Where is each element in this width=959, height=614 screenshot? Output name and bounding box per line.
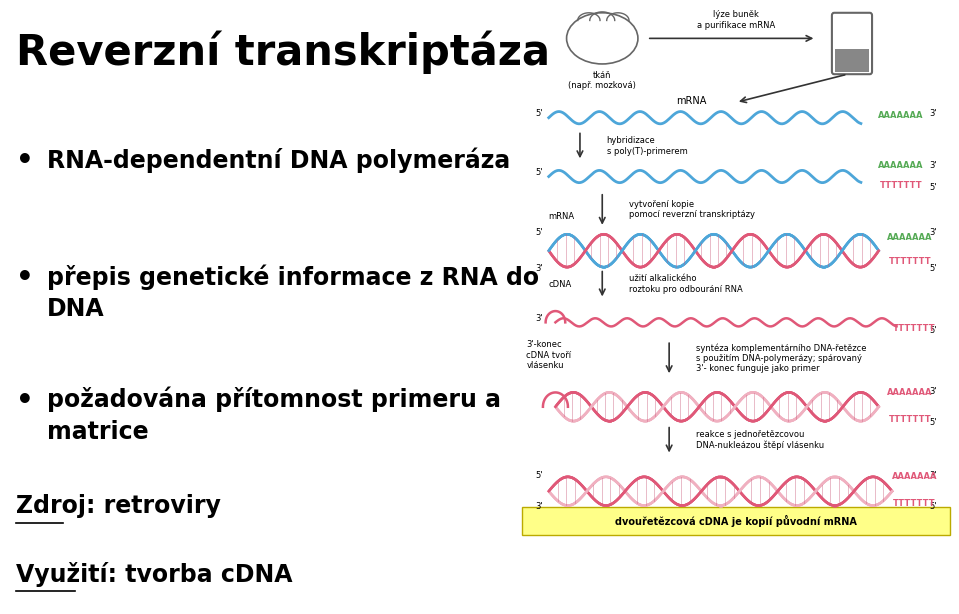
Text: 5': 5' [535, 228, 543, 237]
Text: mRNA: mRNA [549, 212, 574, 221]
Text: 3': 3' [929, 472, 937, 480]
Text: AAAAAAA: AAAAAAA [887, 388, 933, 397]
Text: 5': 5' [929, 502, 937, 511]
Text: 5': 5' [535, 472, 543, 480]
Text: Zdroj: retroviry: Zdroj: retroviry [15, 494, 221, 518]
Text: •: • [15, 387, 34, 415]
Text: 3': 3' [929, 161, 937, 169]
Text: 5': 5' [929, 325, 937, 335]
Text: 3': 3' [929, 109, 937, 118]
Text: Reverzní transkriptáza: Reverzní transkriptáza [15, 31, 550, 74]
Text: dvouřetězcová cDNA je kopií původní mRNA: dvouřetězcová cDNA je kopií původní mRNA [615, 515, 857, 527]
Text: tkáň
(např. mozková): tkáň (např. mozková) [569, 71, 636, 90]
Text: TTTTTTT: TTTTTTT [889, 257, 931, 266]
Text: TTTTTTT: TTTTTTT [893, 324, 936, 333]
Text: lýze buněk
a purifikace mRNA: lýze buněk a purifikace mRNA [697, 10, 775, 29]
Text: AAAAAAA: AAAAAAA [887, 233, 933, 243]
Text: reakce s jednořetězcovou
DNA-nukleázou štěpí vlásenku: reakce s jednořetězcovou DNA-nukleázou š… [696, 430, 824, 450]
Text: hybridizace
s poly(T)-primerem: hybridizace s poly(T)-primerem [607, 136, 688, 155]
Bar [835, 49, 869, 72]
Text: 3': 3' [535, 264, 543, 273]
Text: 3': 3' [929, 228, 937, 237]
Text: 5': 5' [535, 168, 543, 177]
Text: 3': 3' [535, 314, 543, 323]
Text: TTTTTTT: TTTTTTT [889, 415, 931, 424]
Text: TTTTTTT: TTTTTTT [893, 500, 936, 508]
Text: •: • [15, 147, 34, 176]
Text: AAAAAAA: AAAAAAA [892, 472, 937, 481]
Text: vytvoření kopie
pomocí reverzní transkriptázy: vytvoření kopie pomocí reverzní transkri… [629, 200, 755, 219]
Text: 5': 5' [929, 184, 937, 192]
Text: 3'-konec
cDNA tvoří
vlásenku: 3'-konec cDNA tvoří vlásenku [526, 340, 572, 370]
Text: syntéza komplementárního DNA-řetězce
s použitím DNA-polymerázy; spárovaný
3'- ko: syntéza komplementárního DNA-řetězce s p… [696, 343, 866, 373]
Text: 3': 3' [535, 502, 543, 511]
Bar [522, 507, 950, 535]
Text: požadována přítomnost primeru a
matrice: požadována přítomnost primeru a matrice [47, 387, 501, 444]
Text: cDNA: cDNA [549, 281, 572, 289]
Text: mRNA: mRNA [676, 96, 707, 106]
Text: Využití: tvorba cDNA: Využití: tvorba cDNA [15, 562, 292, 587]
Text: AAAAAAA: AAAAAAA [878, 111, 924, 120]
Text: AAAAAAA: AAAAAAA [878, 161, 924, 169]
Text: 5': 5' [535, 109, 543, 118]
Text: užití alkalického
roztoku pro odbourání RNA: užití alkalického roztoku pro odbourání … [629, 274, 743, 293]
Text: •: • [15, 264, 34, 292]
Text: přepis genetické informace z RNA do
DNA: přepis genetické informace z RNA do DNA [47, 264, 539, 321]
Text: 5': 5' [929, 264, 937, 273]
Text: RNA-dependentní DNA polymeráza: RNA-dependentní DNA polymeráza [47, 147, 510, 173]
Text: TTTTTTT: TTTTTTT [879, 181, 923, 190]
Text: 5': 5' [929, 418, 937, 427]
Text: 3': 3' [929, 387, 937, 396]
